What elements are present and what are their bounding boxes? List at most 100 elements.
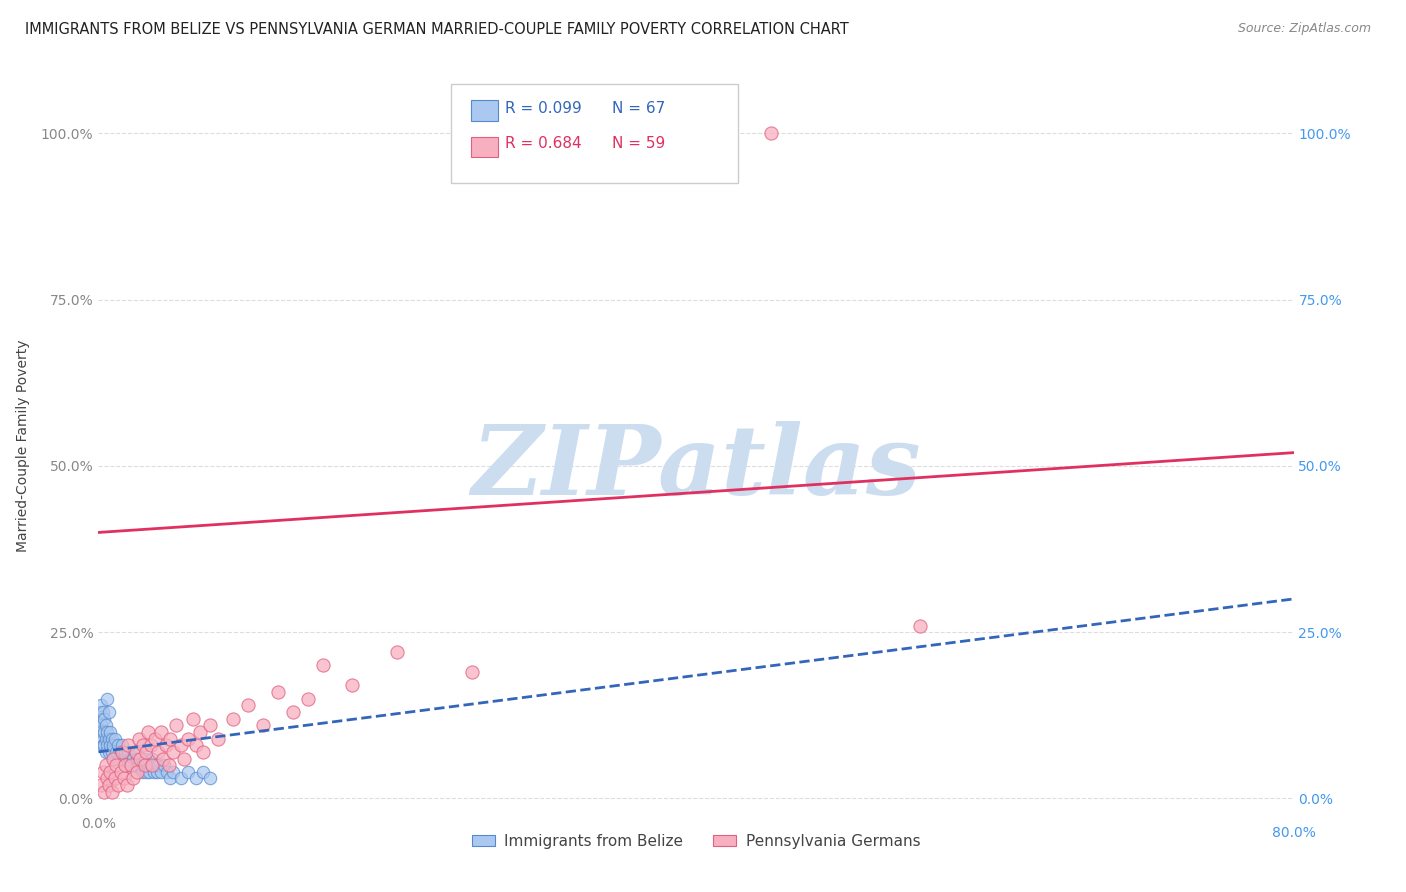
Point	[104, 772, 127, 786]
Point	[114, 758, 136, 772]
Point	[124, 758, 146, 772]
Point	[97, 731, 120, 746]
Bar	[471, 136, 498, 157]
Point	[115, 778, 138, 792]
Point	[110, 764, 132, 779]
Point	[132, 738, 155, 752]
Point	[236, 698, 259, 713]
Point	[134, 758, 156, 772]
Point	[114, 745, 136, 759]
Point	[159, 731, 181, 746]
Point	[112, 772, 135, 786]
Point	[96, 725, 118, 739]
Point	[132, 758, 155, 772]
Point	[110, 745, 132, 759]
Point	[142, 764, 165, 779]
Point	[141, 751, 163, 765]
Point	[200, 718, 222, 732]
Point	[297, 691, 319, 706]
Point	[120, 758, 142, 772]
Point	[93, 712, 115, 726]
Text: R = 0.684: R = 0.684	[505, 136, 581, 151]
Point	[111, 738, 134, 752]
Point	[159, 772, 181, 786]
Point	[103, 751, 125, 765]
Point	[165, 718, 187, 732]
Point	[91, 764, 114, 779]
Point	[112, 751, 135, 765]
Point	[188, 725, 211, 739]
Point	[177, 764, 200, 779]
Point	[136, 758, 159, 772]
Point	[267, 685, 290, 699]
Point	[177, 731, 200, 746]
Point	[157, 758, 180, 772]
Point	[281, 705, 304, 719]
Point	[139, 758, 162, 772]
Point	[129, 751, 152, 765]
Point	[121, 772, 143, 786]
Point	[90, 718, 112, 732]
Point	[162, 745, 184, 759]
Point	[385, 645, 409, 659]
Point	[98, 764, 122, 779]
Text: N = 59: N = 59	[613, 136, 665, 151]
Point	[169, 738, 191, 752]
Point	[90, 778, 112, 792]
Point	[129, 751, 152, 765]
Point	[150, 764, 173, 779]
Point	[90, 698, 112, 713]
Text: Source: ZipAtlas.com: Source: ZipAtlas.com	[1237, 22, 1371, 36]
Point	[128, 758, 150, 772]
Point	[97, 705, 120, 719]
Point	[908, 618, 931, 632]
Point	[101, 745, 124, 759]
Point	[105, 758, 128, 772]
Point	[98, 725, 122, 739]
Point	[111, 745, 134, 759]
Point	[91, 738, 114, 752]
Point	[125, 758, 148, 772]
Point	[152, 751, 174, 765]
Point	[89, 712, 111, 726]
Point	[191, 764, 214, 779]
Point	[162, 764, 184, 779]
Point	[94, 758, 117, 772]
Point	[155, 738, 177, 752]
Point	[103, 738, 125, 752]
Point	[134, 751, 156, 765]
Point	[311, 658, 333, 673]
Point	[184, 738, 207, 752]
Point	[118, 751, 141, 765]
Point	[207, 731, 229, 746]
Point	[131, 764, 153, 779]
Text: ZIPatlas: ZIPatlas	[471, 421, 921, 515]
Point	[120, 758, 142, 772]
Point	[107, 738, 129, 752]
Point	[169, 772, 191, 786]
Point	[156, 764, 179, 779]
Point	[127, 764, 149, 779]
Point	[141, 758, 163, 772]
Bar	[471, 100, 498, 120]
Point	[200, 772, 222, 786]
Point	[101, 731, 124, 746]
Point	[461, 665, 484, 679]
Point	[125, 745, 148, 759]
Point	[107, 778, 129, 792]
Point	[136, 725, 159, 739]
Point	[191, 745, 214, 759]
Point	[97, 778, 120, 792]
Point	[153, 758, 176, 772]
Point	[252, 718, 274, 732]
Point	[98, 738, 122, 752]
Point	[89, 705, 111, 719]
Point	[117, 745, 139, 759]
Point	[101, 785, 124, 799]
Point	[93, 738, 115, 752]
Point	[173, 751, 195, 765]
Point	[96, 691, 118, 706]
Point	[108, 751, 131, 765]
Y-axis label: Married-Couple Family Poverty: Married-Couple Family Poverty	[15, 340, 30, 552]
Point	[184, 772, 207, 786]
